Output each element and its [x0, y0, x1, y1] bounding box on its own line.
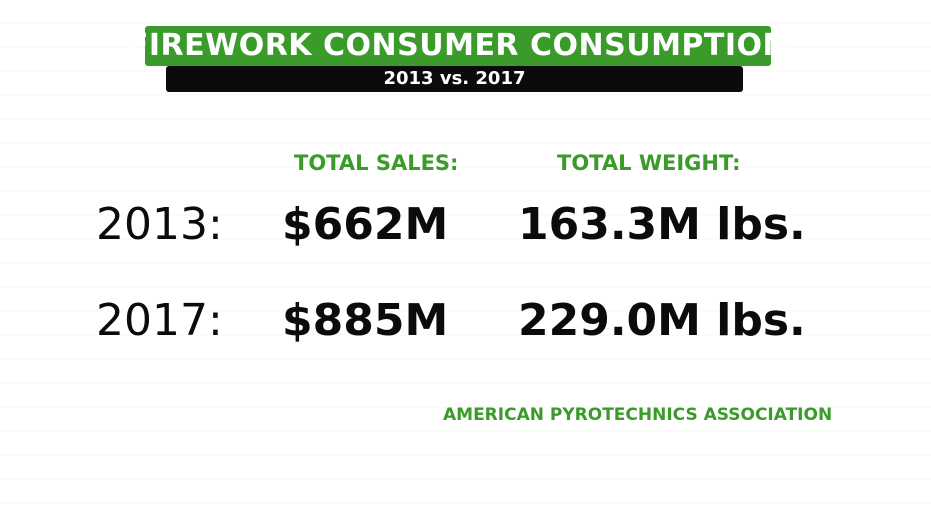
subtitle-bar: 2013 vs. 2017	[166, 66, 743, 92]
column-header-total-sales: TOTAL SALES:	[294, 151, 459, 175]
page-subtitle: 2013 vs. 2017	[383, 68, 526, 89]
row-2013-total-weight: 163.3M lbs.	[518, 199, 806, 250]
row-2017-total-weight: 229.0M lbs.	[518, 295, 806, 346]
row-2013-total-sales: $662M	[282, 199, 449, 250]
page-title: FIREWORK CONSUMER CONSUMPTION	[127, 28, 789, 63]
row-2017-total-sales: $885M	[282, 295, 449, 346]
column-header-total-weight: TOTAL WEIGHT:	[557, 151, 741, 175]
title-banner: FIREWORK CONSUMER CONSUMPTION 2013 vs. 2…	[128, 26, 788, 92]
source-attribution: AMERICAN PYROTECHNICS ASSOCIATION	[443, 405, 833, 425]
row-year-2013: 2013:	[96, 199, 223, 250]
title-bar: FIREWORK CONSUMER CONSUMPTION	[128, 26, 788, 66]
row-year-2017: 2017:	[96, 295, 223, 346]
